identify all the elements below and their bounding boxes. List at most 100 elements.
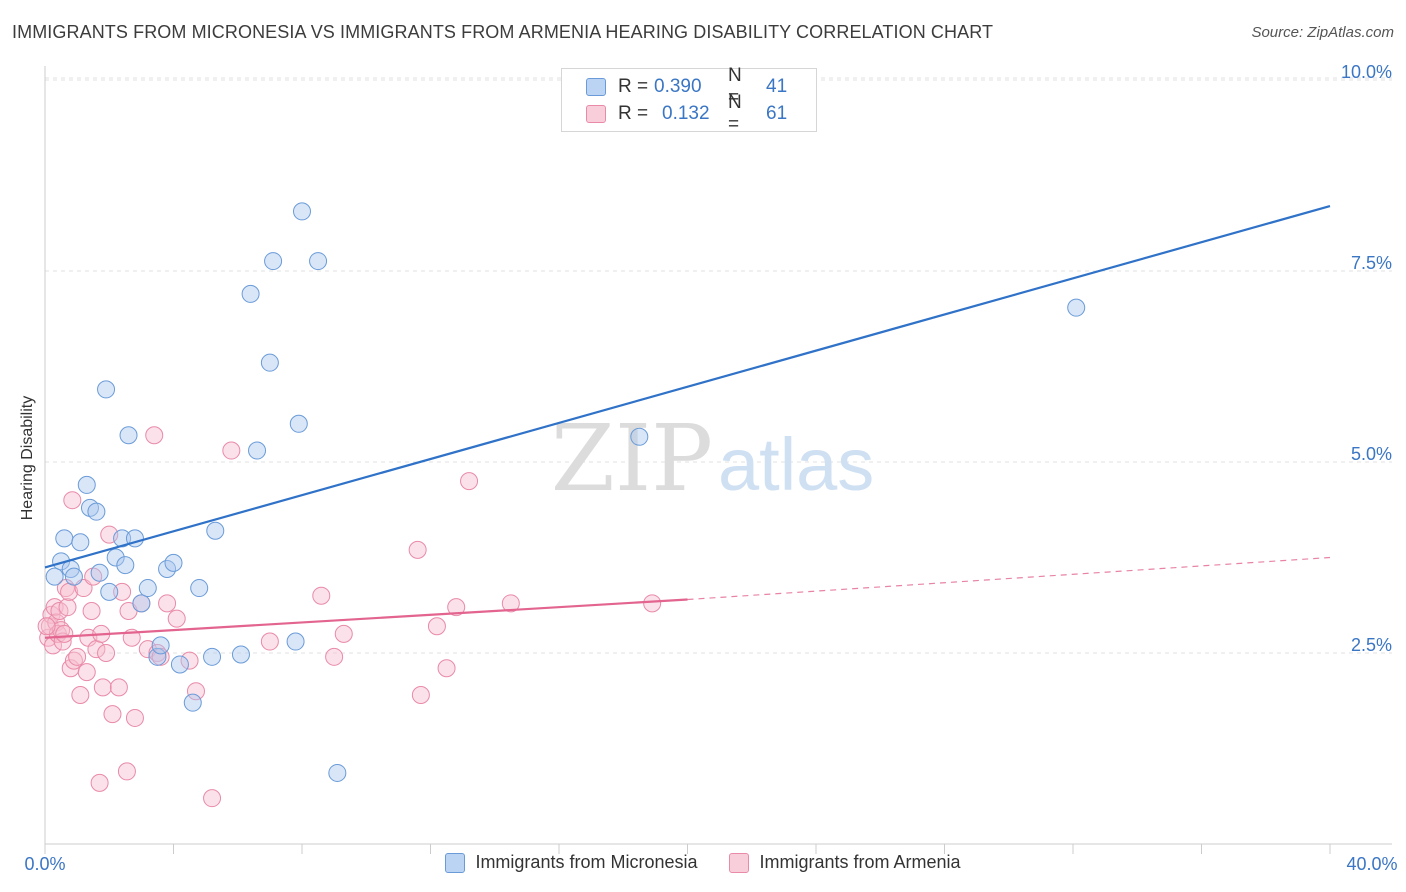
armenia-point	[82, 601, 101, 620]
legend-n-value: 41	[766, 76, 788, 97]
armenia-point	[643, 594, 662, 613]
legend-swatch-micronesia	[586, 78, 606, 96]
axes	[44, 66, 1392, 854]
armenia-point	[145, 426, 164, 445]
armenia-point	[74, 579, 93, 598]
armenia-point	[97, 644, 116, 662]
legend-n-label: N =	[728, 92, 742, 135]
armenia-point	[167, 609, 186, 628]
y-tick-label: 10.0%	[1341, 62, 1392, 82]
legend-swatch-armenia	[586, 105, 606, 123]
micronesia-point	[328, 763, 347, 782]
armenia-point	[37, 617, 56, 636]
micronesia-point	[116, 556, 135, 575]
micronesia-point	[64, 567, 83, 586]
armenia-point	[113, 582, 132, 601]
micronesia-point	[170, 655, 189, 674]
legend-n-value: 61	[766, 103, 788, 124]
legend-swatch-armenia	[729, 852, 750, 873]
micronesia-point	[55, 529, 74, 548]
legend-r-label: R =	[618, 76, 649, 97]
micronesia-trend-line	[44, 205, 1331, 569]
micronesia-point	[289, 414, 308, 433]
legend-row-armenia: R = 0.132 N = 61	[586, 92, 788, 135]
micronesia-point	[183, 693, 202, 712]
legend-label-armenia: Immigrants from Armenia	[759, 852, 961, 872]
micronesia-point	[71, 533, 90, 552]
armenia-trend-line	[44, 598, 688, 639]
micronesia-point	[77, 475, 96, 494]
micronesia-point	[119, 426, 138, 445]
armenia-point	[117, 762, 136, 781]
micronesia-point	[132, 594, 151, 613]
chart-title: IMMIGRANTS FROM MICRONESIA VS IMMIGRANTS…	[12, 22, 994, 42]
micronesia-point	[100, 582, 119, 601]
armenia-point	[222, 441, 241, 460]
legend-item-micronesia: Immigrants from Micronesia	[445, 852, 697, 873]
armenia-point	[408, 540, 427, 559]
source-label: Source: ZipAtlas.com	[1251, 24, 1394, 41]
micronesia-point	[241, 284, 260, 303]
legend-r-value: 0.132	[662, 103, 710, 124]
armenia-point	[158, 594, 177, 613]
armenia-point	[71, 686, 90, 705]
micronesia-point	[286, 632, 305, 651]
armenia-point	[411, 686, 430, 705]
micronesia-point	[630, 427, 649, 446]
micronesia-point	[309, 252, 328, 271]
legend-label-micronesia: Immigrants from Micronesia	[475, 852, 698, 872]
series-micronesia-points	[45, 202, 1086, 782]
x-tick-label: 0.0%	[24, 854, 65, 874]
armenia-point	[447, 598, 466, 617]
legend-row-micronesia: R = 0.390 N = 41	[586, 65, 788, 108]
micronesia-point	[87, 502, 106, 521]
y-tick-label: 5.0%	[1351, 444, 1392, 464]
micronesia-point	[151, 636, 170, 655]
armenia-point	[180, 651, 199, 670]
series-legend: Immigrants from Micronesia Immigrants fr…	[0, 852, 1406, 873]
series-armenia-points	[37, 426, 662, 808]
trend-lines	[44, 205, 1331, 639]
micronesia-point	[90, 563, 109, 582]
armenia-point	[68, 647, 87, 666]
armenia-point	[203, 789, 222, 808]
armenia-point	[260, 632, 279, 651]
y-tick-label: 7.5%	[1351, 253, 1392, 273]
micronesia-point	[206, 521, 225, 540]
legend-n-label: N =	[728, 65, 742, 108]
micronesia-point	[1067, 298, 1086, 317]
x-tick-label: 40.0%	[1346, 854, 1397, 874]
armenia-point	[58, 598, 77, 617]
armenia-point	[186, 682, 205, 701]
watermark: ZIP atlas	[551, 405, 874, 512]
micronesia-point	[203, 647, 222, 666]
y-tick-label: 2.5%	[1351, 635, 1392, 655]
tick-labels: 2.5% 5.0% 7.5% 10.0% 0.0% 40.0%	[24, 62, 1397, 874]
legend-swatch-micronesia	[445, 852, 466, 873]
armenia-point	[90, 773, 109, 792]
armenia-point	[125, 708, 144, 727]
micronesia-point	[264, 252, 283, 271]
armenia-point	[334, 624, 353, 643]
legend-r-label: R =	[618, 103, 649, 124]
grid-lines	[45, 77, 1392, 654]
micronesia-point	[148, 647, 167, 666]
armenia-point	[55, 624, 74, 643]
armenia-point	[312, 586, 331, 605]
micronesia-point	[113, 529, 132, 548]
legend-item-armenia: Immigrants from Armenia	[729, 852, 961, 873]
armenia-point	[103, 705, 122, 724]
armenia-point	[427, 617, 446, 636]
watermark-zip: ZIP	[551, 405, 713, 512]
micronesia-point	[164, 553, 183, 572]
micronesia-point	[190, 579, 209, 598]
micronesia-point	[260, 353, 279, 372]
armenia-point	[325, 647, 344, 666]
armenia-trend-extension	[687, 556, 1331, 601]
armenia-point	[93, 678, 112, 697]
armenia-point	[77, 663, 96, 682]
armenia-point	[501, 594, 520, 613]
micronesia-point	[45, 567, 64, 586]
armenia-point	[437, 659, 456, 678]
